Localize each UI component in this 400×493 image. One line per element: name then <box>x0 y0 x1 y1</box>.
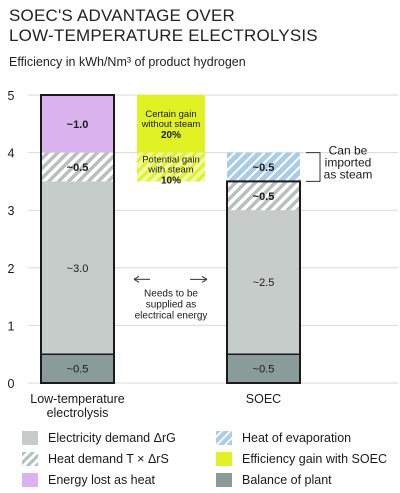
bar-value-label: ~0.5 <box>67 364 89 376</box>
gain-box-text: Certain gain <box>145 109 196 120</box>
chart-title-line-1: SOEC'S ADVANTAGE OVER <box>9 6 235 25</box>
arrow-left-head <box>133 275 140 283</box>
legend-swatch <box>216 431 232 445</box>
y-tick-label: 0 <box>8 377 15 391</box>
bar-value-label: ~0.5 <box>67 162 89 174</box>
legend-item-gain: Efficiency gain with SOEC <box>216 451 387 467</box>
y-tick-label: 3 <box>8 204 15 218</box>
bar-segment-heat <box>227 181 300 211</box>
gain-box-text: with steam <box>147 165 193 176</box>
gain-box-percent: 20% <box>161 130 181 141</box>
legend-label: Heat of evaporation <box>242 431 352 445</box>
legend-label: Energy lost as heat <box>48 473 156 487</box>
steam-bracket <box>306 152 321 182</box>
annotation-supplied: supplied as <box>146 300 197 311</box>
bar-value-label: ~1.0 <box>67 119 89 131</box>
legend-swatch <box>216 452 232 466</box>
chart-title-line-2: LOW-TEMPERATURE ELECTROLYSIS <box>9 26 318 45</box>
legend-item-bop: Balance of plant <box>216 472 332 488</box>
gain-box-certain <box>137 95 205 153</box>
gain-box-text: without steam <box>141 119 201 130</box>
legend-label: Heat demand T × ΔrS <box>48 452 169 466</box>
bar-value-label: ~0.5 <box>253 162 275 174</box>
category-label: electrolysis <box>47 406 109 420</box>
bar-value-label: ~2.5 <box>253 277 275 289</box>
category-label: SOEC <box>246 392 281 406</box>
bar-value-label: ~3.0 <box>67 263 89 275</box>
annotation-imported: as steam <box>324 168 373 182</box>
chart-subtitle: Efficiency in kWh/Nm³ of product hydroge… <box>9 55 246 69</box>
y-tick-label: 2 <box>8 262 15 276</box>
bar-value-label: ~0.5 <box>253 364 275 376</box>
legend-swatch <box>22 473 38 487</box>
annotation-imported: imported <box>325 156 372 170</box>
bar-segment-lost <box>41 95 114 153</box>
chart-title: SOEC'S ADVANTAGE OVER LOW-TEMPERATURE EL… <box>9 6 389 46</box>
annotation-supplied: electrical energy <box>135 311 208 322</box>
bar-value-label: ~0.5 <box>253 191 275 203</box>
legend-swatch <box>22 431 38 445</box>
category-label: Low-temperature <box>30 392 125 406</box>
bar-segment-bop <box>227 354 300 383</box>
bar-segment-electricity <box>227 210 300 355</box>
legend-item-lost: Energy lost as heat <box>22 472 155 488</box>
legend-item-electricity: Electricity demand ΔrG <box>22 430 176 446</box>
legend-item-heat: Heat demand T × ΔrS <box>22 451 169 467</box>
bar-segment-bop <box>41 354 114 383</box>
gain-box-percent: 10% <box>161 176 181 187</box>
bar-segment-electricity <box>41 181 114 355</box>
legend-item-evaporation: Heat of evaporation <box>216 430 351 446</box>
bar-outline-low-temperature <box>40 94 115 384</box>
legend-label: Efficiency gain with SOEC <box>242 452 387 466</box>
legend-label: Electricity demand ΔrG <box>48 431 176 445</box>
annotation-supplied: Needs to be <box>144 289 198 300</box>
bar-segment-heat <box>41 152 114 182</box>
bar-segment-evaporation <box>227 152 300 182</box>
bar-outline-soec <box>226 180 301 384</box>
legend-swatch <box>22 452 38 466</box>
annotation-imported: Can be <box>329 144 368 158</box>
y-tick-label: 5 <box>8 89 15 103</box>
arrow-right-head <box>201 275 208 283</box>
gain-box-potential <box>137 152 205 182</box>
stacked-bar-chart: 0 1 2 3 4 5 ~0.5 ~3.0 ~0.5 ~1.0 ~0.5 ~2.5 ~0.5 ~0.5 Lo… <box>8 89 398 420</box>
y-tick-label: 1 <box>8 319 15 333</box>
gain-box-text: Potential gain <box>142 155 200 166</box>
legend-label: Balance of plant <box>242 473 332 487</box>
legend-swatch <box>216 473 232 487</box>
y-tick-label: 4 <box>8 147 15 161</box>
